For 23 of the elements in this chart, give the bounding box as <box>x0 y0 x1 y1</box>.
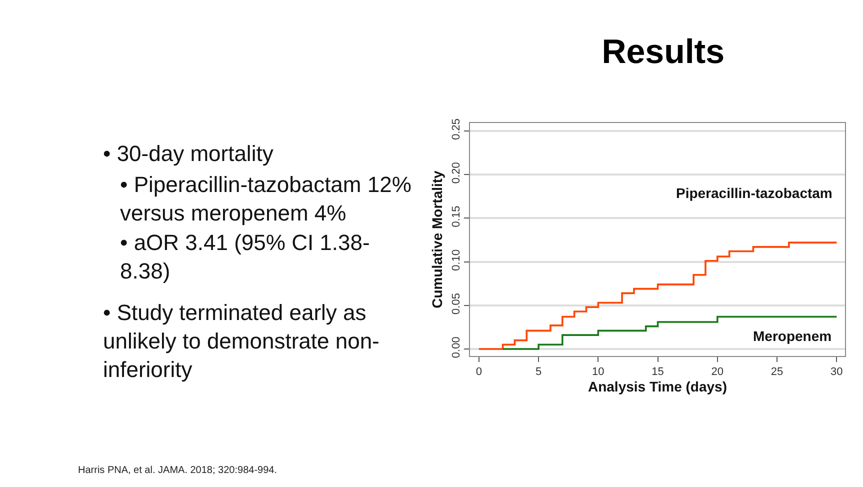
y-tick-label: 0.05 <box>450 293 463 314</box>
x-tick-label: 20 <box>711 366 724 378</box>
x-tick-label: 0 <box>476 366 482 378</box>
x-tick-label: 10 <box>592 366 604 378</box>
x-axis-title: Analysis Time (days) <box>588 378 728 394</box>
text: • Study terminated early as unlikely to demonstrate non- inferiority <box>103 300 380 382</box>
text: • Piperacillin-tazobactam 12% versus meropenem 4% <box>120 172 412 226</box>
x-tick-label: 15 <box>652 366 664 378</box>
y-tick-label: 0.00 <box>450 336 463 358</box>
y-tick-label: 0.20 <box>450 162 463 184</box>
text: • 30-day mortality <box>103 141 274 166</box>
text: • aOR 3.41 (95% CI 1.38- 8.38) <box>120 230 370 284</box>
text: Harris PNA, et al. JAMA. 2018; 320:984-994. <box>78 465 277 476</box>
x-tick-label: 25 <box>770 366 784 378</box>
y-tick-label: 0.15 <box>450 206 463 228</box>
chart-title: Results <box>602 32 725 71</box>
x-tick-label: 30 <box>830 366 843 378</box>
y-tick-label: 0.10 <box>450 249 463 271</box>
series-label: Meropenem <box>753 328 832 344</box>
y-axis-title: Cumulative Mortality <box>429 170 446 308</box>
y-tick-label: 0.25 <box>450 118 463 140</box>
text: Piperacillin-tazobactam <box>676 185 832 201</box>
x-tick-label: 5 <box>535 366 542 378</box>
